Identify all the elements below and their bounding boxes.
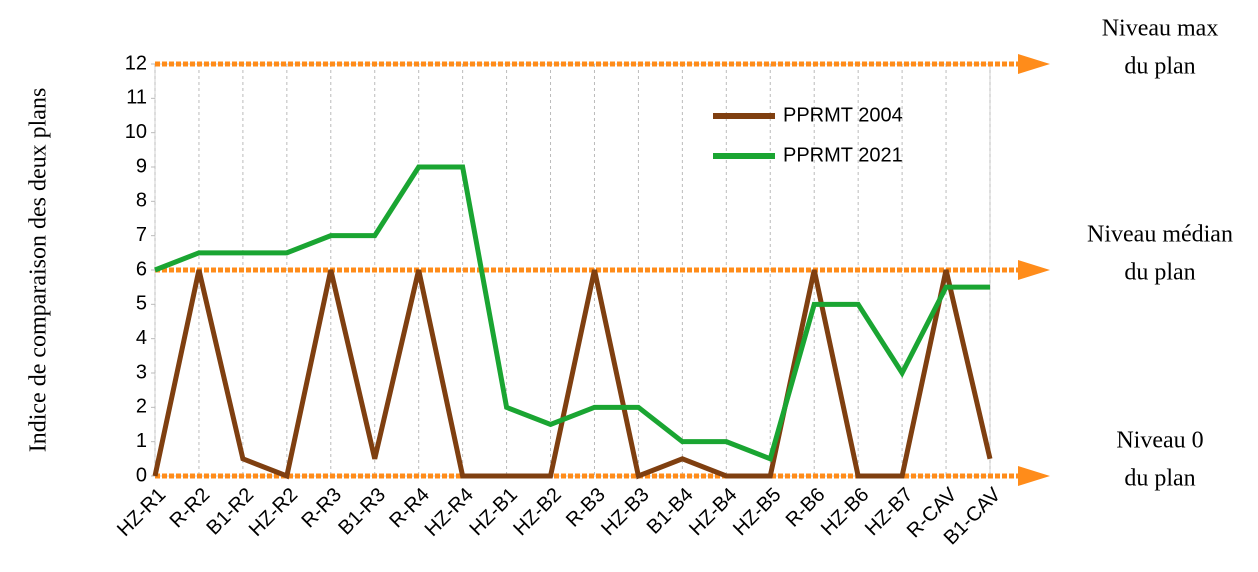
x-tick-label: HZ-R2 xyxy=(245,484,302,541)
x-tick-label: HZ-B3 xyxy=(597,484,653,540)
y-tick-label: 7 xyxy=(136,224,147,246)
reference-label: du plan xyxy=(1124,54,1195,80)
reference-label: Niveau 0 xyxy=(1116,428,1203,454)
reference-arrow xyxy=(1018,54,1050,74)
y-tick-label: 4 xyxy=(136,327,147,349)
x-tick-label: HZ-B6 xyxy=(817,484,873,540)
y-tick-label: 3 xyxy=(136,361,147,383)
y-tick-label: 8 xyxy=(136,190,147,212)
reference-arrow xyxy=(1018,260,1050,280)
series-line xyxy=(154,164,990,463)
y-tick-label: 6 xyxy=(136,258,147,280)
reference-label: Niveau médian xyxy=(1087,222,1233,248)
y-tick-label: 1 xyxy=(136,430,147,452)
reference-label: du plan xyxy=(1124,466,1195,492)
series-line xyxy=(152,269,993,480)
y-tick-label: 12 xyxy=(125,52,147,74)
y-tick-label: 0 xyxy=(136,464,147,486)
x-tick-label: HZ-R1 xyxy=(113,484,170,541)
x-tick-label: HZ-B4 xyxy=(685,484,741,540)
x-tick-label: HZ-B1 xyxy=(465,484,521,540)
reference-arrow xyxy=(1018,466,1050,486)
y-tick-label: 11 xyxy=(126,87,147,109)
y-tick-label: 9 xyxy=(136,155,147,177)
legend-label: PPRMT 2021 xyxy=(783,144,903,166)
y-tick-label: 2 xyxy=(136,396,147,418)
y-axis-label: Indice de comparaison des deux plans xyxy=(26,88,52,453)
x-tick-label: HZ-R4 xyxy=(421,484,478,541)
x-tick-label: HZ-B2 xyxy=(509,484,565,540)
reference-label: Niveau max xyxy=(1102,16,1219,42)
legend-label: PPRMT 2004 xyxy=(783,104,903,126)
y-tick-label: 10 xyxy=(125,121,147,143)
x-tick-label: B1-B4 xyxy=(643,484,698,539)
x-tick-label: HZ-B5 xyxy=(729,484,785,540)
y-tick-label: 5 xyxy=(136,293,147,315)
x-tick-label: B1-R3 xyxy=(334,484,390,540)
reference-label: du plan xyxy=(1124,260,1195,286)
